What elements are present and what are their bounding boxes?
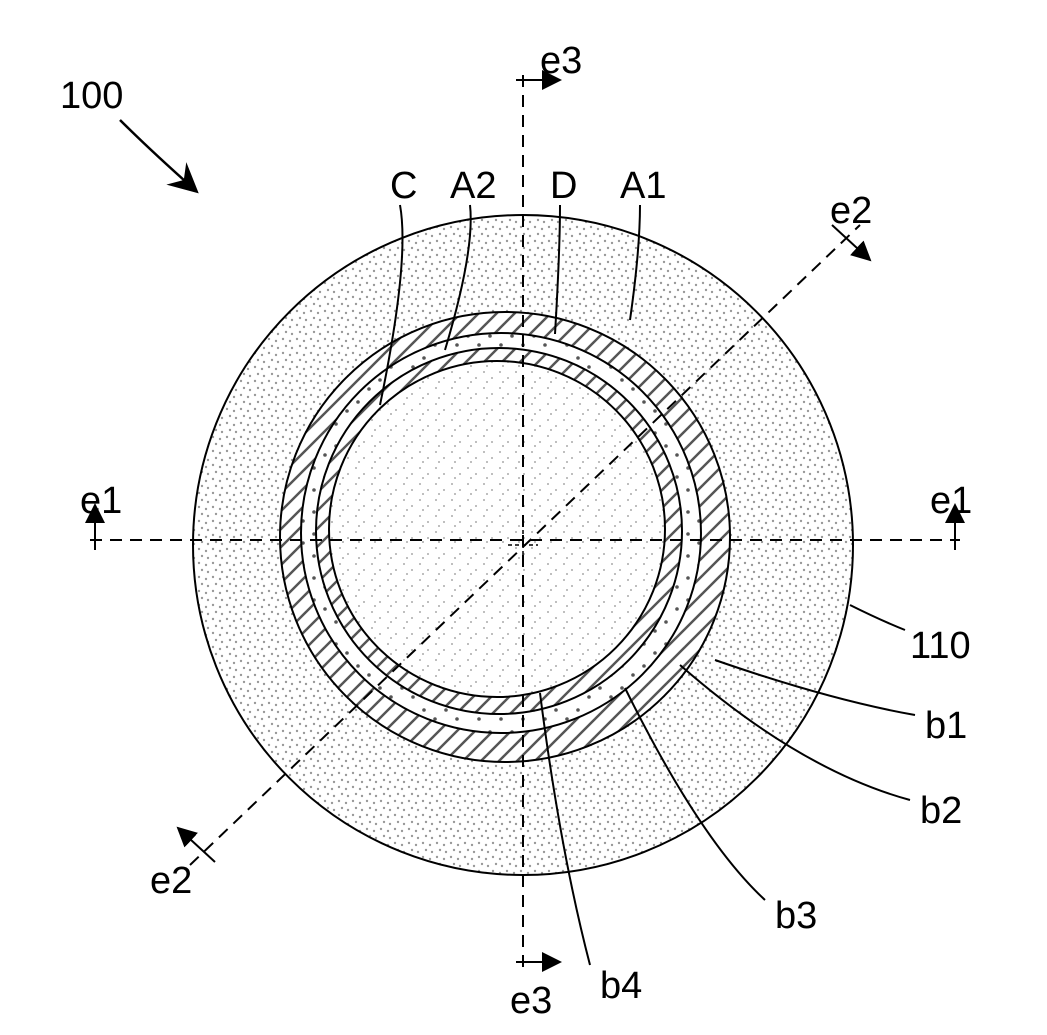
- inner-fill: [329, 361, 665, 697]
- label-e2-top: e2: [830, 190, 872, 233]
- label-A1: A1: [620, 165, 666, 208]
- label-e1-left: e1: [80, 480, 122, 523]
- leader-110: [850, 605, 905, 630]
- label-A2: A2: [450, 165, 496, 208]
- label-e3-bottom: e3: [510, 980, 552, 1023]
- leader-100: [120, 120, 195, 190]
- diagram-container: 100 110 C A2 D A1 e1 e1 e2 e2 e3 e3 b1 b…: [0, 0, 1047, 1035]
- label-C: C: [390, 165, 417, 208]
- label-e1-right: e1: [930, 480, 972, 523]
- label-b1: b1: [925, 705, 967, 748]
- label-100: 100: [60, 75, 123, 118]
- label-b2: b2: [920, 790, 962, 833]
- label-b3: b3: [775, 895, 817, 938]
- label-e2-bottom: e2: [150, 860, 192, 903]
- axis-e2-tick-bottom: [178, 828, 215, 862]
- label-110: 110: [910, 625, 971, 668]
- label-e3-top: e3: [540, 40, 582, 83]
- label-D: D: [550, 165, 577, 208]
- label-b4: b4: [600, 965, 642, 1008]
